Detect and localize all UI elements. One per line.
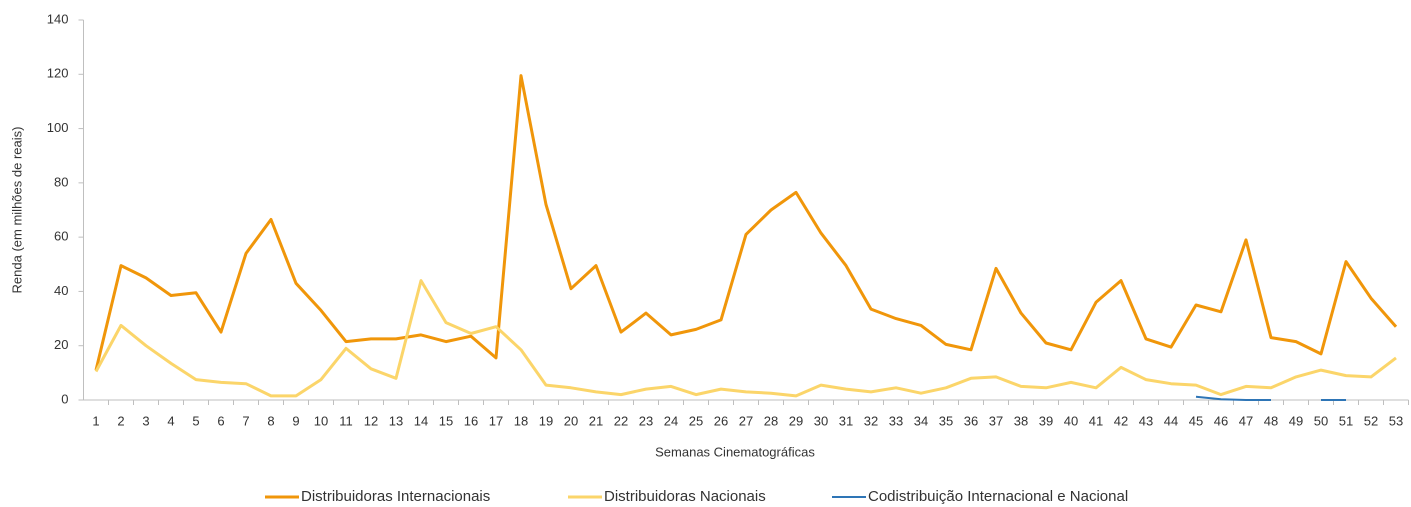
x-tick-label: 40 bbox=[1064, 413, 1078, 428]
x-tick-label: 52 bbox=[1364, 413, 1378, 428]
x-tick-label: 5 bbox=[192, 413, 199, 428]
x-tick-label: 30 bbox=[814, 413, 828, 428]
x-tick-label: 17 bbox=[489, 413, 503, 428]
x-tick-label: 46 bbox=[1214, 413, 1228, 428]
x-tick-label: 39 bbox=[1039, 413, 1053, 428]
x-tick-label: 49 bbox=[1289, 413, 1303, 428]
x-tick-label: 1 bbox=[92, 413, 99, 428]
x-tick-label: 21 bbox=[589, 413, 603, 428]
x-tick-label: 47 bbox=[1239, 413, 1253, 428]
y-axis-title: Renda (em milhões de reais) bbox=[9, 127, 24, 294]
x-tick-label: 7 bbox=[242, 413, 249, 428]
y-tick-label: 80 bbox=[54, 174, 68, 189]
x-tick-label: 9 bbox=[292, 413, 299, 428]
x-tick-label: 13 bbox=[389, 413, 403, 428]
x-tick-label: 6 bbox=[217, 413, 224, 428]
x-tick-label: 11 bbox=[339, 413, 353, 428]
x-tick-label: 27 bbox=[739, 413, 753, 428]
x-tick-label: 33 bbox=[889, 413, 903, 428]
x-tick-label: 4 bbox=[167, 413, 174, 428]
x-tick-label: 10 bbox=[314, 413, 328, 428]
x-tick-label: 22 bbox=[614, 413, 628, 428]
y-tick-label: 20 bbox=[54, 337, 68, 352]
x-tick-label: 41 bbox=[1089, 413, 1103, 428]
series-line bbox=[94, 279, 1397, 398]
x-tick-label: 20 bbox=[564, 413, 578, 428]
x-tick-label: 53 bbox=[1389, 413, 1403, 428]
x-tick-label: 2 bbox=[117, 413, 124, 428]
y-tick-label: 100 bbox=[47, 120, 69, 135]
x-tick-label: 34 bbox=[914, 413, 928, 428]
x-tick-label: 50 bbox=[1314, 413, 1328, 428]
legend-label: Codistribuição Internacional e Nacional bbox=[868, 488, 1128, 505]
x-tick-label: 25 bbox=[689, 413, 703, 428]
x-tick-label: 32 bbox=[864, 413, 878, 428]
legend-label: Distribuidoras Internacionais bbox=[301, 488, 490, 505]
legend-label: Distribuidoras Nacionais bbox=[604, 488, 766, 505]
x-axis-title: Semanas Cinematográficas bbox=[655, 444, 815, 459]
x-tick-label: 23 bbox=[639, 413, 653, 428]
x-tick-label: 28 bbox=[764, 413, 778, 428]
x-tick-label: 42 bbox=[1114, 413, 1128, 428]
x-tick-label: 12 bbox=[364, 413, 378, 428]
x-tick-label: 35 bbox=[939, 413, 953, 428]
y-tick-label: 40 bbox=[54, 283, 68, 298]
x-tick-label: 44 bbox=[1164, 413, 1178, 428]
x-tick-label: 38 bbox=[1014, 413, 1028, 428]
series-line bbox=[1195, 395, 1346, 401]
x-tick-label: 3 bbox=[142, 413, 149, 428]
series-line bbox=[94, 74, 1398, 371]
x-tick-label: 31 bbox=[839, 413, 853, 428]
y-tick-label: 0 bbox=[61, 391, 68, 406]
x-tick-label: 43 bbox=[1139, 413, 1153, 428]
x-tick-label: 29 bbox=[789, 413, 803, 428]
x-tick-label: 15 bbox=[439, 413, 453, 428]
x-tick-label: 14 bbox=[414, 413, 428, 428]
x-tick-label: 8 bbox=[267, 413, 274, 428]
y-tick-label: 140 bbox=[47, 11, 69, 26]
x-tick-label: 51 bbox=[1339, 413, 1353, 428]
x-tick-label: 36 bbox=[964, 413, 978, 428]
x-tick-label: 45 bbox=[1189, 413, 1203, 428]
x-tick-label: 37 bbox=[989, 413, 1003, 428]
x-tick-label: 18 bbox=[514, 413, 528, 428]
x-tick-label: 19 bbox=[539, 413, 553, 428]
y-tick-label: 60 bbox=[54, 229, 68, 244]
y-tick-label: 120 bbox=[47, 66, 69, 81]
x-tick-label: 26 bbox=[714, 413, 728, 428]
x-tick-label: 24 bbox=[664, 413, 678, 428]
x-tick-label: 16 bbox=[464, 413, 478, 428]
x-tick-label: 48 bbox=[1264, 413, 1278, 428]
